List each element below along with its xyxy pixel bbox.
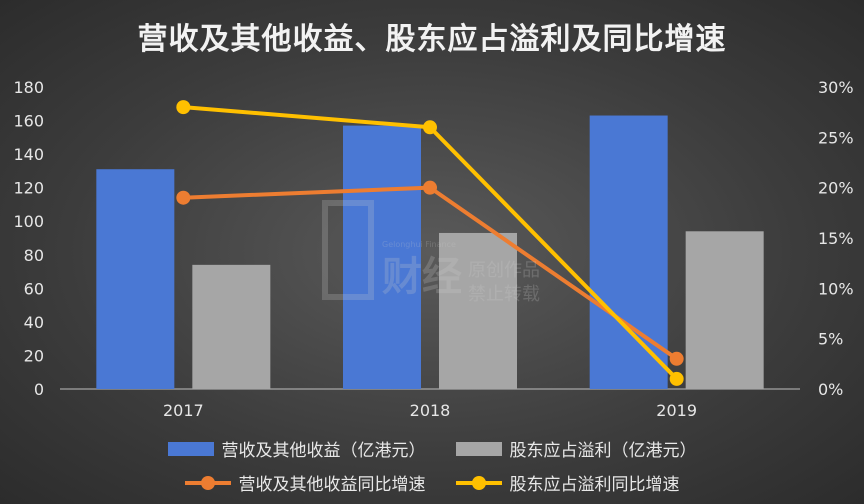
legend-swatch-profit-bar [455,441,502,456]
legend-row-lines: 营收及其他收益同比增速 股东应占溢利同比增速 [0,470,864,495]
y-left-tick-label: 100 [13,212,44,231]
bar-revenue-2018 [343,125,421,389]
y-left-tick-label: 0 [34,380,44,399]
y-right-tick-label: 10% [818,279,854,298]
x-tick-label: 2017 [163,401,204,420]
legend-label-profit-growth: 股东应占溢利同比增速 [509,475,680,495]
bar-profit-2018 [439,232,517,389]
bar-revenue-2017 [96,169,175,389]
legend-item-profit-growth: 股东应占溢利同比增速 [455,470,680,495]
x-tick-label: 2019 [656,401,697,420]
y-left-tick-label: 140 [13,145,44,164]
bar-revenue-2019 [589,115,668,390]
chart-title: 营收及其他收益、股东应占溢利及同比增速 [137,22,727,57]
legend-label-revenue-growth: 营收及其他收益同比增速 [238,475,426,495]
point-profit-growth-2017 [176,100,191,115]
x-tick-label: 2018 [410,401,451,420]
y-right-tick-label: 25% [818,128,854,147]
point-revenue-growth-2018 [423,180,437,195]
point-revenue-growth-2017 [176,190,191,205]
y-right-tick-label: 20% [818,179,854,198]
legend-item-profit-bar: 股东应占溢利（亿港元） [455,436,697,461]
legend-row-bars: 营收及其他收益（亿港元） 股东应占溢利（亿港元） [0,436,864,461]
legend-item-revenue-growth: 营收及其他收益同比增速 [184,470,426,495]
bar-profit-2019 [685,231,764,389]
point-profit-growth-2018 [423,120,437,135]
y-right-tick-label: 5% [818,330,843,349]
point-revenue-growth-2019 [669,351,684,366]
legend-label-profit-bar: 股东应占溢利（亿港元） [509,441,697,461]
legend-item-revenue-bar: 营收及其他收益（亿港元） [167,436,426,461]
y-left-tick-label: 60 [24,279,44,298]
y-left-tick-label: 40 [24,313,44,332]
y-left-tick-label: 80 [24,246,44,265]
legend-swatch-profit-growth [455,475,502,490]
y-right-tick-label: 15% [818,229,854,248]
y-left-tick-label: 120 [13,179,44,198]
legend-label-revenue-bar: 营收及其他收益（亿港元） [221,441,426,461]
y-right-tick-label: 0% [818,380,843,399]
legend-swatch-revenue-growth [184,475,231,490]
y-left-tick-label: 20 [24,346,44,365]
point-profit-growth-2019 [669,371,684,386]
bar-profit-2017 [192,264,271,389]
legend-swatch-revenue-bar [167,441,214,456]
y-left-tick-label: 180 [13,78,44,97]
y-right-tick-label: 30% [818,78,854,97]
y-left-tick-label: 160 [13,112,44,131]
